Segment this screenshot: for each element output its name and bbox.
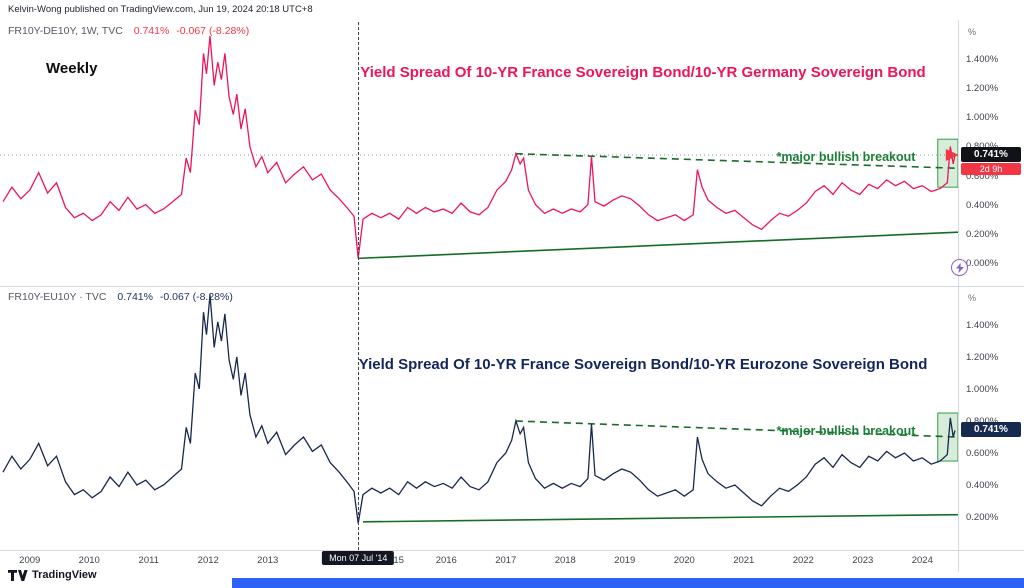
y-axis-tick: 1.000% bbox=[966, 384, 999, 396]
price-line-bottom[interactable] bbox=[2, 294, 956, 524]
x-axis-tick: 2023 bbox=[852, 555, 874, 566]
time-axis[interactable]: 2009 2010 2011 2012 2013 15 2016 2017 2018 2019 20… bbox=[0, 551, 958, 572]
x-axis-tick: 2017 bbox=[495, 555, 517, 566]
chart-title-top: Yield Spread Of 10-YR France Sovereign B… bbox=[360, 64, 926, 81]
y-axis-tick: 1.000% bbox=[966, 112, 999, 124]
x-axis-tick: 2010 bbox=[78, 555, 100, 566]
breakout-arrow bbox=[945, 149, 958, 162]
price-line-top[interactable] bbox=[2, 35, 956, 259]
breakout-annotation-top: *major bullish breakout bbox=[776, 150, 916, 165]
panel-fr-de[interactable]: FR10Y-DE10Y, 1W, TVC 0.741% -0.067 (-8.2… bbox=[0, 20, 958, 286]
y-axis-tick: 0.000% bbox=[966, 257, 999, 269]
support-trendline-top[interactable] bbox=[358, 231, 958, 260]
price-chart-bottom[interactable] bbox=[0, 286, 958, 550]
y-axis-tick: 0.200% bbox=[966, 228, 999, 240]
last-price-label-bottom: 0.741% bbox=[961, 422, 1021, 438]
x-axis-tick: 2016 bbox=[435, 555, 457, 566]
y-axis-tick: 0.800% bbox=[966, 416, 998, 427]
x-axis-tick: 2024 bbox=[911, 555, 933, 566]
lightning-bolt-icon bbox=[955, 262, 964, 273]
legend-top: FR10Y-DE10Y, 1W, TVC 0.741% -0.067 (-8.2… bbox=[8, 25, 253, 37]
x-axis-tick: 2013 bbox=[257, 555, 279, 566]
symbol-title-top[interactable]: FR10Y-DE10Y, 1W, TVC bbox=[8, 25, 123, 37]
x-axis-tick: 2020 bbox=[673, 555, 695, 566]
price-chart-top[interactable] bbox=[0, 20, 958, 286]
x-axis-tick: 2022 bbox=[792, 555, 814, 566]
last-price-label-top: 0.741% 2d 9h bbox=[961, 147, 1021, 176]
x-axis-tick: 2011 bbox=[138, 555, 159, 566]
vertical-dashed-line[interactable] bbox=[358, 22, 360, 550]
breakout-annotation-bottom: *major bullish breakout bbox=[776, 424, 916, 439]
x-axis-tick: 2018 bbox=[554, 555, 576, 566]
y-axis-tick: 0.600% bbox=[966, 170, 999, 182]
last-price-value-top: 0.741% bbox=[961, 147, 1021, 163]
legend-last-value-bottom: 0.741% bbox=[117, 291, 153, 303]
y-axis-tick: 1.400% bbox=[966, 320, 999, 332]
y-axis-tick: 1.200% bbox=[966, 83, 999, 95]
bottom-blue-bar bbox=[232, 578, 1024, 588]
y-axis-tick: 0.800% bbox=[966, 141, 998, 152]
symbol-title-bottom[interactable]: FR10Y-EU10Y · TVC bbox=[8, 291, 107, 303]
panel-separator[interactable] bbox=[0, 286, 1024, 287]
x-axis-tick: 15 bbox=[393, 555, 404, 566]
chart-title-bottom: Yield Spread Of 10-YR France Sovereign B… bbox=[358, 356, 928, 373]
y-axis-tick: 0.400% bbox=[966, 480, 999, 492]
x-axis-tick: 2009 bbox=[19, 555, 41, 566]
legend-bottom: FR10Y-EU10Y · TVC 0.741% -0.067 (-8.28%) bbox=[8, 291, 237, 303]
crosshair-date-label: Mon 07 Jul '14 bbox=[322, 551, 395, 565]
tradingview-logomark-icon bbox=[8, 569, 28, 581]
axis-unit-top[interactable]: % bbox=[968, 27, 977, 37]
panel-fr-eu[interactable]: FR10Y-EU10Y · TVC 0.741% -0.067 (-8.28%)… bbox=[0, 286, 958, 550]
legend-change-top: -0.067 (-8.28%) bbox=[176, 25, 250, 37]
price-axis-top[interactable]: % 0.741% 2d 9h 1.400%1.200%1.000%0.800%0… bbox=[958, 20, 1024, 286]
y-axis-tick: 1.400% bbox=[966, 54, 999, 66]
instant-order-lightning-icon[interactable] bbox=[951, 259, 968, 276]
publish-info-text: Kelvin-Wong published on TradingView.com… bbox=[8, 4, 313, 15]
bar-close-countdown: 2d 9h bbox=[961, 163, 1021, 176]
resistance-trendline-bottom[interactable] bbox=[515, 420, 958, 438]
y-axis-tick: 0.200% bbox=[966, 512, 999, 524]
tradingview-logo[interactable]: TradingView bbox=[8, 569, 97, 581]
price-axis-bottom[interactable]: % 0.741% 1.400% 1.200% 1.000% 0.800% 0.600% 0… bbox=[958, 286, 1024, 550]
y-axis-tick: 1.200% bbox=[966, 352, 999, 364]
legend-last-value-top: 0.741% bbox=[133, 25, 170, 37]
legend-change-bottom: -0.067 (-8.28%) bbox=[159, 291, 233, 303]
tradingview-wordmark: TradingView bbox=[32, 569, 97, 581]
support-trendline-bottom[interactable] bbox=[362, 513, 958, 523]
axis-unit-bottom[interactable]: % bbox=[968, 293, 977, 303]
publish-info-bar: Kelvin-Wong published on TradingView.com… bbox=[0, 0, 1024, 20]
timeframe-label: Weekly bbox=[46, 60, 98, 77]
y-axis-tick: 0.600% bbox=[966, 448, 999, 460]
resistance-trendline-top[interactable] bbox=[515, 152, 958, 170]
y-axis-tick: 0.400% bbox=[966, 199, 999, 211]
x-axis-tick: 2019 bbox=[614, 555, 636, 566]
time-axis-separator bbox=[0, 550, 1024, 551]
last-price-value-bottom: 0.741% bbox=[961, 422, 1021, 438]
x-axis-tick: 2021 bbox=[733, 555, 755, 566]
x-axis-tick: 2012 bbox=[197, 555, 219, 566]
